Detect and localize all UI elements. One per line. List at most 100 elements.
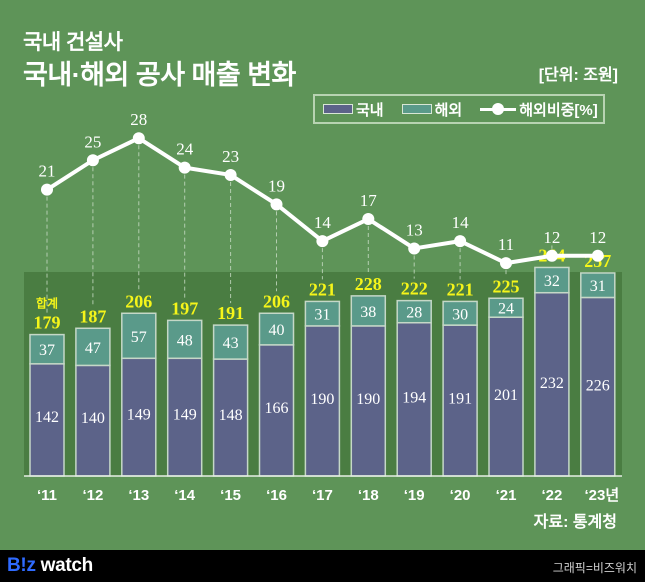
line-point [454, 235, 467, 248]
line-point [408, 242, 421, 255]
x-tick-label: ‘22 [541, 487, 562, 504]
legend-item-domestic: 국내 [323, 99, 384, 120]
bar-overseas [304, 300, 341, 327]
x-tick-label: ‘23년 [584, 487, 619, 504]
x-tick-label: ‘14 [174, 487, 196, 504]
brand-logo: B!z watch [7, 555, 93, 577]
legend-label-domestic: 국내 [356, 101, 384, 119]
line-point-label: 21 [39, 162, 56, 181]
bar-label-overseas: 28 [406, 305, 422, 322]
total-label: 206 [125, 291, 152, 311]
x-tick-label: ‘15 [220, 487, 241, 504]
bar-label-overseas: 38 [360, 304, 376, 321]
unit-label: [단위: 조원] [538, 67, 618, 84]
legend-label-overseas: 해외 [434, 101, 463, 119]
legend-label-overseas-share: 해외비중[%] [519, 101, 598, 119]
total-label: 228 [355, 274, 382, 294]
bar-label-domestic: 166 [265, 400, 289, 417]
bar-label-domestic: 232 [540, 375, 564, 392]
line-point [316, 235, 329, 248]
total-label: 197 [171, 298, 198, 318]
bar-label-overseas: 47 [85, 340, 101, 357]
bar-label-domestic: 148 [219, 407, 243, 424]
bar-overseas [212, 324, 249, 360]
bar-label-domestic: 190 [310, 391, 334, 408]
bar-overseas [75, 327, 111, 367]
bar-domestic [258, 344, 295, 477]
total-label: 222 [401, 279, 428, 299]
x-tick-label: ‘13 [128, 487, 149, 504]
legend-swatch-overseas [401, 104, 432, 114]
x-tick-label: ‘21 [496, 487, 517, 504]
legend-item-overseas-share: 해외비중[%] [480, 99, 598, 120]
chart-area: 142 37 179 합계 140 47 187 149 57 206 149 48 197 148 43 1… [24, 110, 622, 504]
bar-overseas [121, 312, 157, 360]
bar-label-domestic: 142 [35, 409, 59, 426]
bar-overseas [580, 272, 616, 299]
bar-label-domestic: 194 [402, 389, 426, 406]
brand-logo-part2: watch [35, 555, 94, 576]
legend-item-overseas: 해외 [401, 99, 463, 120]
legend-swatch-domestic [323, 104, 353, 114]
bar-overseas [166, 319, 203, 360]
bar-domestic [580, 296, 616, 477]
line-marker-icon [480, 103, 517, 115]
x-tick-label: ‘12 [82, 487, 103, 504]
line-point [224, 168, 237, 181]
x-tick-label: ‘17 [312, 487, 333, 504]
line-point-label: 19 [268, 176, 285, 195]
line-point-label: 14 [452, 213, 470, 232]
bar-label-overseas: 37 [39, 342, 55, 359]
bar-label-domestic: 140 [81, 410, 105, 427]
bar-domestic [304, 325, 341, 477]
bar-label-domestic: 149 [127, 406, 151, 423]
bar-label-domestic: 191 [448, 391, 472, 408]
total-label: 191 [217, 303, 244, 323]
bar-domestic [212, 358, 249, 477]
chart-title: 국내·해외 공사 매출 변화 [23, 60, 296, 90]
line-point [132, 132, 145, 145]
line-point-label: 12 [589, 228, 606, 247]
bar-label-overseas: 31 [590, 278, 606, 295]
line-point-label: 24 [176, 140, 194, 159]
total-label: 206 [263, 291, 290, 311]
bar-overseas [350, 295, 387, 327]
graphic-credit: 그래픽=비즈워치 [552, 561, 637, 575]
bar-overseas [396, 299, 432, 324]
bar-label-domestic: 226 [586, 377, 610, 394]
bar-label-overseas: 48 [177, 332, 193, 349]
bar-domestic [488, 316, 524, 477]
line-point [41, 183, 53, 196]
line-point-label: 23 [222, 147, 239, 166]
bar-label-overseas: 40 [269, 322, 285, 339]
bar-label-domestic: 190 [356, 391, 380, 408]
bar-label-domestic: 201 [494, 387, 518, 404]
bar-overseas [258, 312, 295, 346]
x-tick-label: ‘19 [404, 487, 425, 504]
bar-overseas [488, 297, 524, 318]
bar-overseas [534, 266, 570, 294]
line-point [362, 213, 375, 226]
line-point [178, 161, 191, 174]
brand-logo-part1: B!z [7, 555, 36, 576]
legend: 국내 해외 해외비중[%] [313, 94, 605, 124]
line-point-label: 14 [314, 213, 332, 232]
source-note: 자료: 통계청 [533, 514, 617, 531]
line-point-label: 11 [498, 235, 514, 254]
total-label: 221 [309, 279, 336, 299]
total-label: 225 [493, 276, 520, 296]
line-point [86, 154, 99, 167]
line-point [591, 249, 604, 262]
bar-label-domestic: 149 [173, 406, 197, 423]
x-tick-label: ‘20 [450, 487, 471, 504]
line-point [270, 198, 283, 211]
bar-label-overseas: 24 [498, 301, 514, 318]
bar-label-overseas: 30 [452, 306, 468, 323]
total-label: 221 [447, 279, 474, 299]
line-point-label: 17 [360, 191, 378, 210]
bar-label-overseas: 43 [223, 335, 239, 352]
line-point-label: 28 [130, 110, 147, 129]
bar-label-overseas: 31 [314, 307, 330, 324]
total-prefix-label: 합계 [36, 296, 58, 311]
bar-overseas [29, 333, 65, 365]
